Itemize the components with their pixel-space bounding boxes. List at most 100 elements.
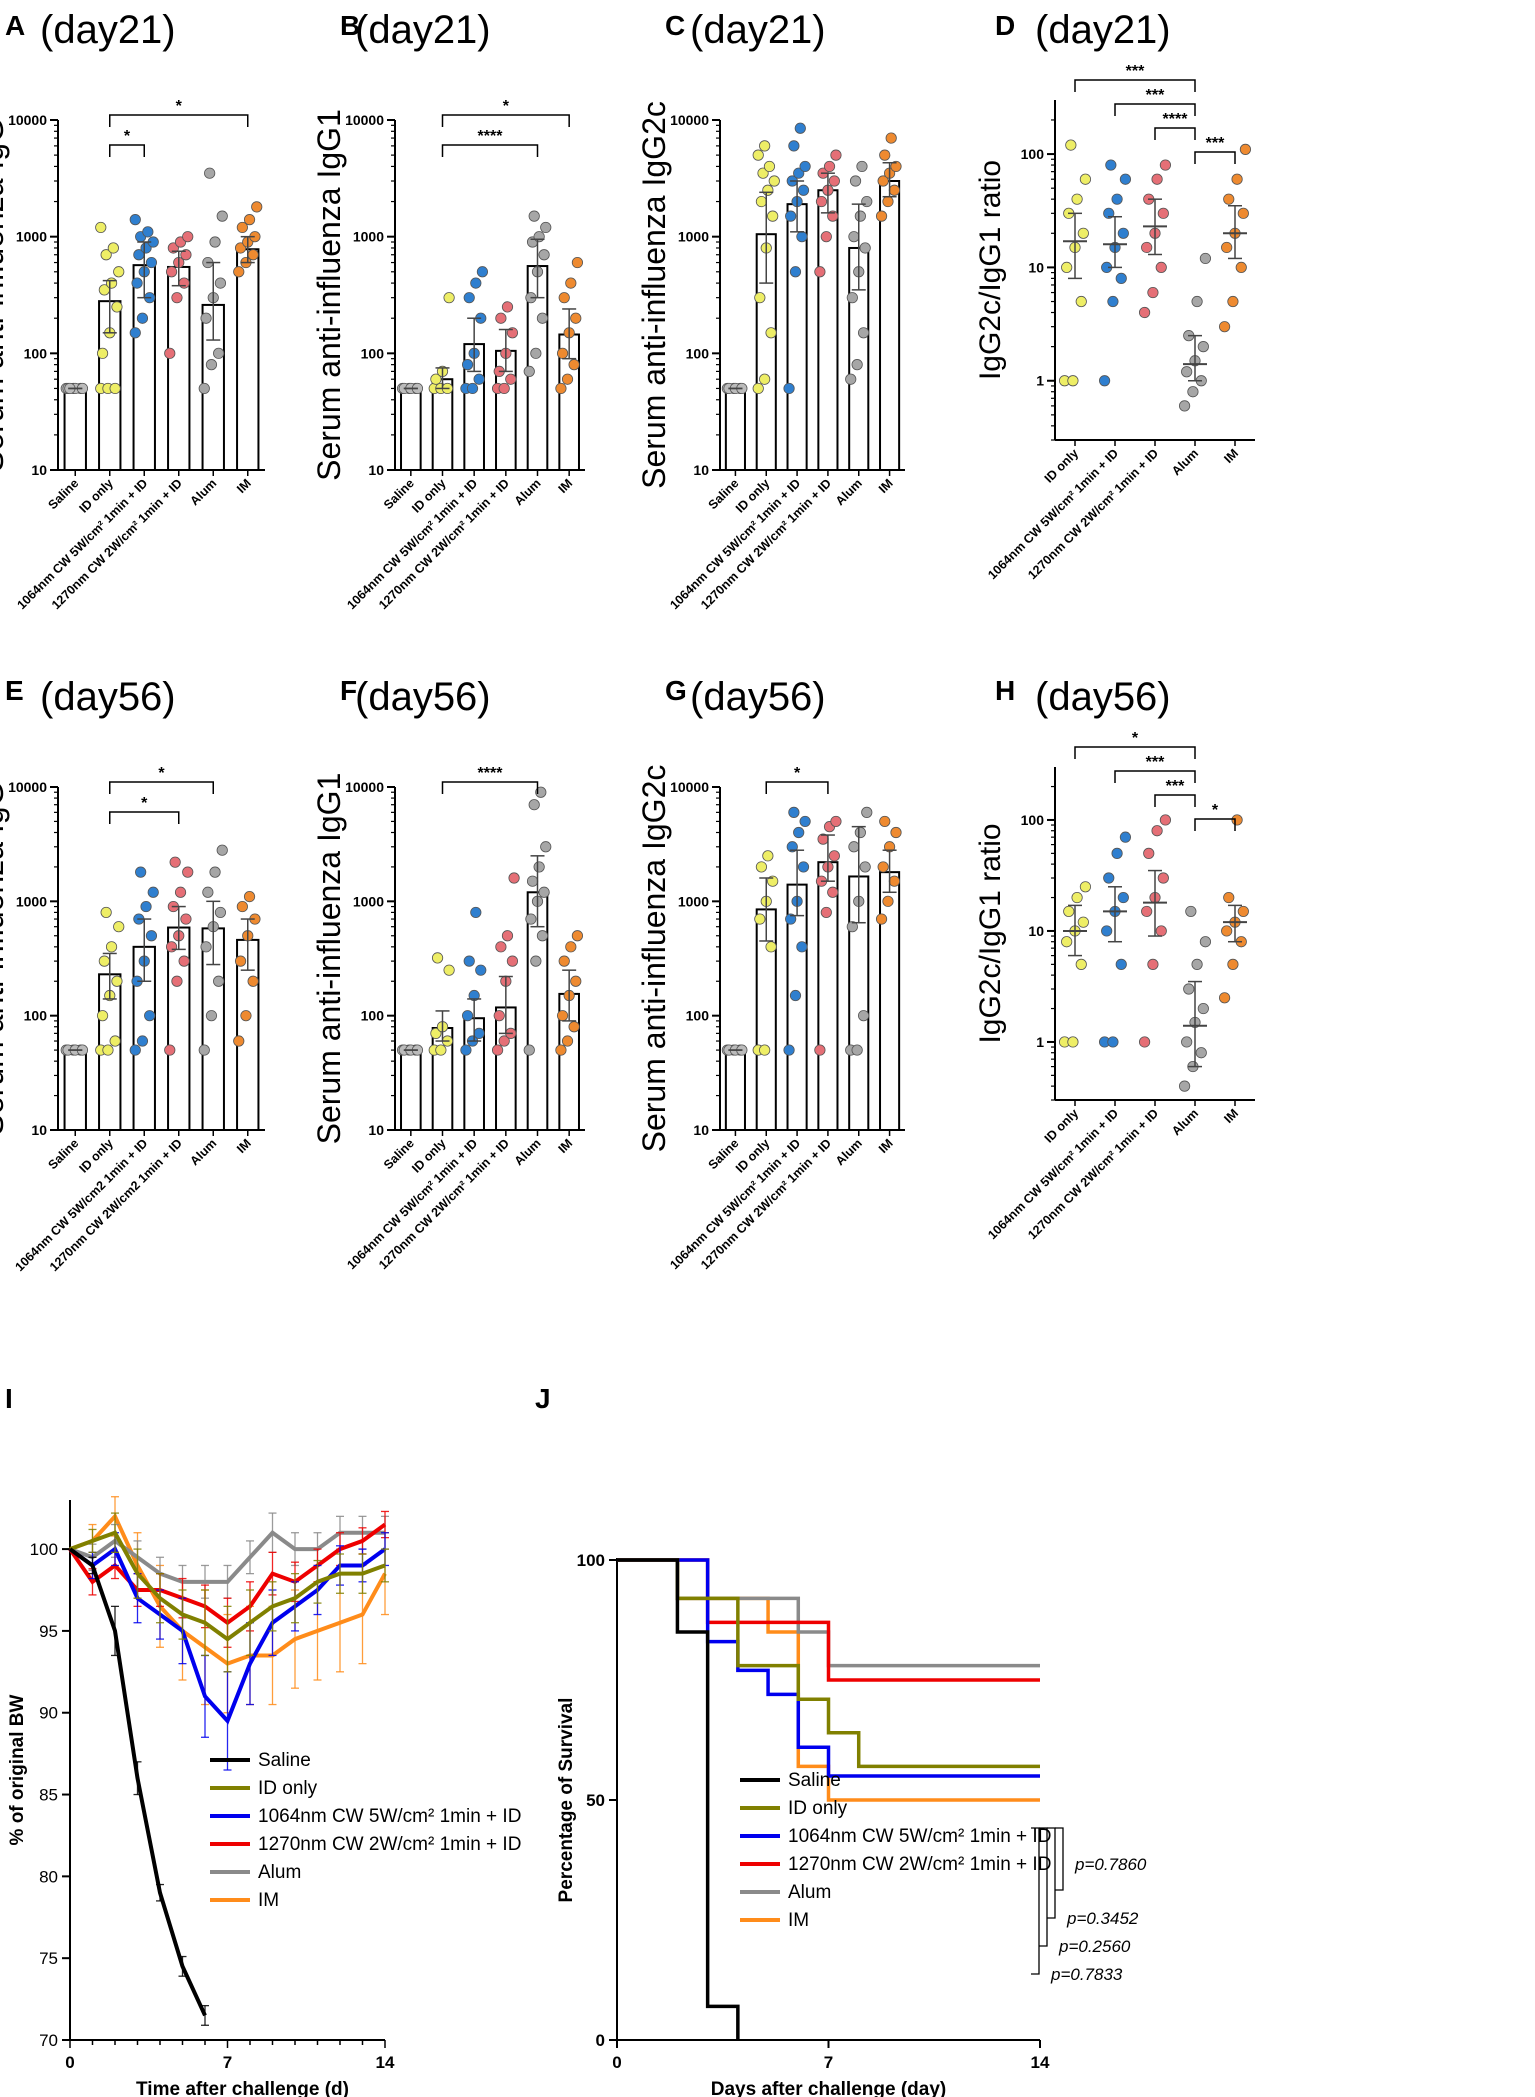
data-point — [1237, 905, 1249, 918]
data-point — [131, 277, 143, 289]
y-axis-label: % of original BW — [7, 1694, 28, 1845]
data-point — [888, 184, 901, 196]
data-point — [461, 1010, 474, 1022]
data-point — [96, 347, 109, 359]
data-point — [525, 913, 537, 925]
data-point — [814, 266, 826, 278]
legend-label: 1270nm CW 2W/cm² 1min + ID — [788, 1854, 1051, 1875]
x-tick-label: IM — [876, 1136, 896, 1156]
y-tick-label: 10000 — [8, 779, 47, 795]
data-point — [556, 347, 569, 359]
data-point — [1119, 173, 1132, 185]
y-tick-label: 1000 — [353, 229, 384, 245]
legend-label: ID only — [788, 1798, 848, 1819]
data-point — [565, 941, 577, 953]
y-tick-label: 100 — [1021, 812, 1045, 828]
significance-label: * — [794, 765, 801, 782]
significance-bracket — [441, 781, 539, 794]
panel-title: (day21) — [40, 8, 176, 52]
data-point — [759, 373, 771, 385]
data-point — [794, 122, 806, 134]
data-point — [164, 347, 176, 359]
panel-letter: B — [340, 10, 360, 41]
data-point — [234, 242, 247, 254]
y-axis-label: Serum anti-influenza IgG1 — [311, 773, 347, 1145]
pvalue-label: p=0.7833 — [1050, 1965, 1123, 1984]
data-point — [799, 160, 811, 173]
data-point — [1151, 173, 1163, 185]
y-axis-label: Serum anti-influenza IgG2c — [636, 101, 672, 489]
data-point — [200, 941, 212, 953]
legend-label: IM — [788, 1910, 809, 1931]
significance-bracket — [1074, 746, 1196, 759]
data-point — [558, 292, 570, 304]
x-tick-label: Alum — [833, 476, 865, 508]
bar — [817, 861, 839, 1131]
panel-letter: I — [5, 1383, 13, 1414]
x-tick-label: 7 — [824, 2053, 833, 2072]
panel-A: A (day21) Serum anti-influenza IgG 10 100 100… — [0, 8, 265, 612]
x-tick-label: Alum — [1169, 446, 1201, 478]
x-tick-label: 0 — [65, 2053, 74, 2072]
significance-bracket — [441, 144, 539, 157]
data-point — [1117, 891, 1129, 904]
data-point — [561, 1035, 574, 1047]
data-point — [213, 975, 225, 987]
data-point — [523, 1044, 535, 1056]
data-point — [1151, 825, 1163, 837]
data-point — [1157, 207, 1169, 219]
panel-letter: E — [5, 675, 24, 706]
panel-title: (day21) — [355, 8, 491, 52]
data-point — [783, 382, 795, 395]
data-point — [1119, 831, 1132, 843]
data-point — [204, 167, 216, 179]
data-point — [1101, 925, 1113, 937]
significance-label: * — [503, 98, 510, 115]
data-point — [877, 861, 889, 873]
legend: Saline ID only 1064nm CW 5W/cm² 1min + ID 1… — [740, 1770, 1147, 1984]
data-point — [1197, 1002, 1209, 1015]
significance-label: * — [124, 128, 131, 145]
data-point — [1155, 261, 1167, 274]
data-point — [144, 1010, 156, 1022]
data-point — [570, 975, 582, 987]
survival-curve — [617, 1558, 1040, 1778]
x-axis-label: Time after challenge (d) — [136, 2079, 349, 2097]
significance-label: **** — [478, 128, 504, 145]
data-point — [1079, 881, 1092, 893]
data-point — [216, 844, 228, 856]
data-point — [571, 930, 584, 942]
data-point — [498, 1035, 510, 1047]
y-tick-label: 0 — [596, 2031, 605, 2050]
legend-label: 1064nm CW 5W/cm² 1min + ID — [788, 1826, 1051, 1847]
x-tick-label: IM — [1221, 1106, 1241, 1126]
significance-bracket — [1154, 127, 1196, 140]
y-tick-label: 10 — [31, 1122, 47, 1138]
data-point — [523, 365, 535, 378]
y-tick-label: 100 — [24, 345, 48, 361]
data-point — [135, 866, 147, 878]
data-point — [463, 292, 475, 304]
data-point — [129, 1044, 141, 1056]
significance-label: **** — [1163, 111, 1189, 128]
data-point — [202, 886, 214, 898]
data-point — [165, 941, 178, 953]
y-axis-label: Serum anti-influenza IgG1 — [311, 109, 347, 481]
x-tick-label: Alum — [512, 476, 544, 508]
pvalue-label: p=0.7860 — [1074, 1855, 1147, 1874]
data-point — [877, 175, 889, 187]
data-point — [140, 900, 152, 913]
data-point — [1187, 386, 1199, 398]
data-point — [95, 221, 107, 234]
data-point — [100, 249, 112, 261]
data-point — [1115, 272, 1127, 284]
data-point — [165, 266, 178, 278]
data-point — [859, 861, 871, 873]
significance-bracket — [765, 781, 829, 794]
legend: Saline ID only 1064nm CW 5W/cm² 1min + ID 1… — [210, 1750, 521, 1911]
data-point — [213, 347, 225, 359]
panel-G: G (day56) Serum anti-influenza IgG2c 10 100 1… — [636, 675, 905, 1272]
data-point — [470, 277, 482, 289]
data-point — [1231, 173, 1243, 185]
y-tick-label: 90 — [39, 1704, 58, 1723]
